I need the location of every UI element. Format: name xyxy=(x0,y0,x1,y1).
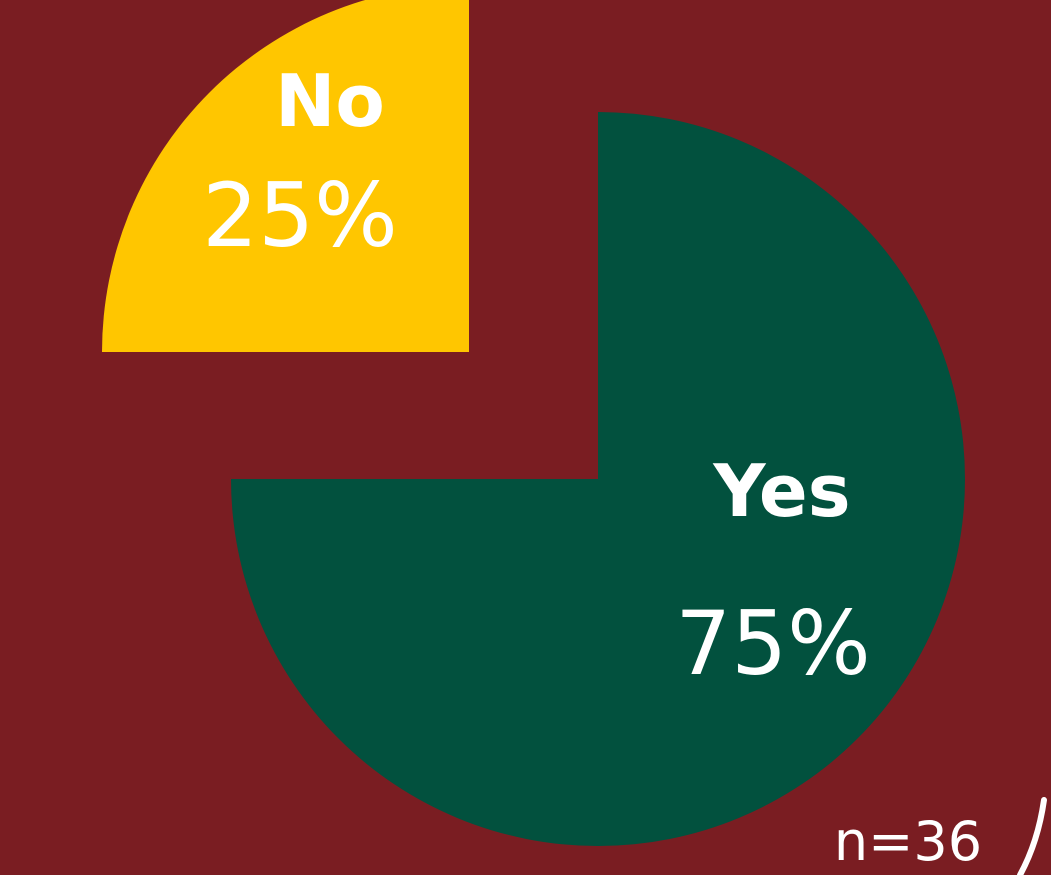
slice-label-no: No xyxy=(275,59,385,143)
sample-size-note: n=36 xyxy=(834,810,982,873)
slice-value-no: 25% xyxy=(202,164,398,267)
pie-slice-yes xyxy=(231,112,965,846)
slice-value-yes: 75% xyxy=(675,592,871,695)
slice-label-yes: Yes xyxy=(712,449,850,533)
frame-curve xyxy=(1017,797,1047,875)
pie-slice-no xyxy=(102,0,469,352)
